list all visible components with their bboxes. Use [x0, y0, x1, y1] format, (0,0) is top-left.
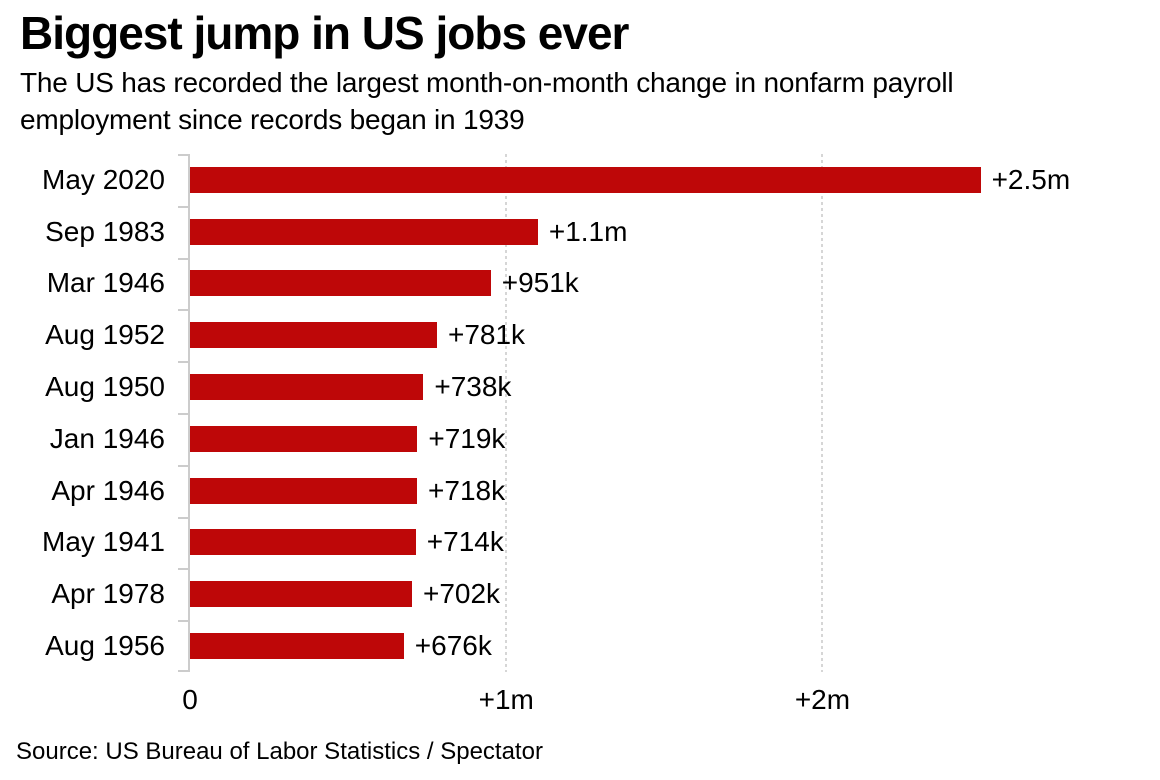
bar-row: Sep 1983 +1.1m [0, 206, 1160, 258]
axis-tick [178, 413, 188, 415]
x-axis: 0 +1m +2m [0, 684, 1160, 720]
bar [190, 529, 416, 556]
bar [190, 633, 404, 660]
bar-row: Apr 1946 +718k [0, 465, 1160, 517]
bar [190, 581, 412, 608]
axis-tick [178, 517, 188, 519]
bar-row: Jan 1946 +719k [0, 413, 1160, 465]
bar-value-label: +738k [434, 371, 512, 403]
axis-tick [178, 258, 188, 260]
gridline-+1m [505, 154, 508, 672]
bar-row: Aug 1956 +676k [0, 620, 1160, 672]
y-axis-line [188, 154, 190, 672]
category-label: Apr 1978 [51, 578, 165, 610]
axis-tick [178, 568, 188, 570]
category-label: Mar 1946 [46, 267, 165, 299]
x-axis-tick-label: 0 [182, 684, 198, 715]
category-label: Aug 1956 [45, 630, 165, 662]
chart-subtitle-line2: employment since records began in 1939 [20, 104, 525, 135]
axis-tick [178, 206, 188, 208]
bar [190, 322, 437, 349]
bar [190, 166, 981, 193]
axis-tick [178, 309, 188, 311]
bar-value-label: +781k [447, 319, 526, 351]
category-label: Aug 1950 [45, 371, 165, 403]
x-axis-tick-label: +2m [794, 684, 851, 715]
bar-value-label: +719k [428, 422, 506, 454]
bar-value-label: +2.5m [991, 163, 1071, 195]
category-label: Sep 1983 [45, 215, 165, 247]
bar [190, 374, 424, 401]
bar-chart-plot-area: May 2020 +2.5m Sep 1983 +1.1m Mar 1946 +951k A… [0, 154, 1160, 672]
chart-subtitle: The US has recorded the largest month-on… [20, 64, 1150, 138]
x-axis-tick-label: +1m [478, 684, 534, 715]
bar-value-label: +718k [428, 474, 506, 506]
bar-value-label: +714k [426, 526, 504, 558]
bar-row: May 1941 +714k [0, 517, 1160, 569]
bar [190, 218, 538, 245]
axis-tick [178, 361, 188, 363]
bar-row: Apr 1978 +702k [0, 568, 1160, 620]
gridline-+2m [821, 154, 824, 672]
bar-value-label: +676k [414, 630, 492, 662]
category-label: Jan 1946 [49, 422, 165, 454]
bar [190, 477, 418, 504]
bar-row: May 2020 +2.5m [0, 154, 1160, 206]
source-note: Source: US Bureau of Labor Statistics / … [16, 738, 543, 765]
category-label: May 2020 [42, 163, 165, 195]
axis-tick [178, 465, 188, 467]
axis-tick [178, 154, 188, 156]
bar-row: Aug 1950 +738k [0, 361, 1160, 413]
chart-title: Biggest jump in US jobs ever [20, 7, 629, 59]
category-label: Apr 1946 [51, 474, 165, 506]
bar [190, 425, 418, 452]
axis-tick [178, 670, 188, 672]
bar [190, 270, 491, 297]
chart-subtitle-line1: The US has recorded the largest month-on… [20, 67, 954, 98]
axis-tick [178, 620, 188, 622]
bar-row: Mar 1946 +951k [0, 258, 1160, 310]
bar-row: Aug 1952 +781k [0, 309, 1160, 361]
bar-value-label: +951k [501, 267, 579, 299]
bar-value-label: +702k [422, 578, 501, 610]
bar-value-label: +1.1m [548, 215, 628, 247]
category-label: May 1941 [42, 526, 165, 558]
category-label: Aug 1952 [45, 319, 165, 351]
